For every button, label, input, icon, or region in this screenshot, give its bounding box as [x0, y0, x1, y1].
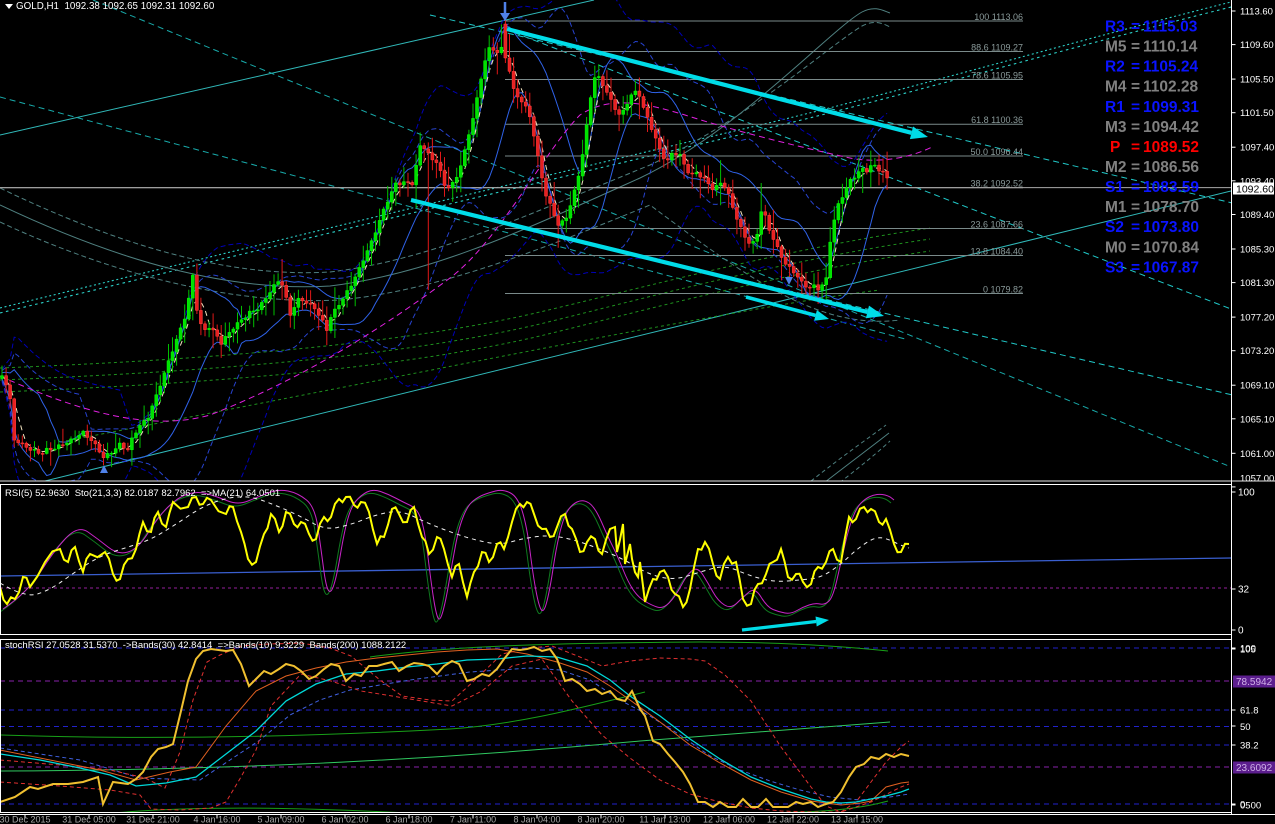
- svg-text:M5: M5: [1105, 39, 1127, 56]
- svg-text:1089.52: 1089.52: [1143, 139, 1199, 156]
- svg-text:8 Jan 20:00: 8 Jan 20:00: [577, 815, 624, 824]
- svg-text:38.2 1092.52: 38.2 1092.52: [970, 179, 1023, 189]
- svg-text:6 Jan 18:00: 6 Jan 18:00: [385, 815, 432, 824]
- svg-text:31 Dec 21:00: 31 Dec 21:00: [126, 815, 180, 824]
- svg-text:1099.31: 1099.31: [1143, 99, 1199, 116]
- svg-text:0500: 0500: [1240, 800, 1261, 811]
- svg-text:5 Jan 09:00: 5 Jan 09:00: [257, 815, 304, 824]
- svg-text:1073.80: 1073.80: [1143, 219, 1199, 236]
- svg-text:100: 100: [1238, 488, 1255, 499]
- svg-text:6 Jan 02:00: 6 Jan 02:00: [321, 815, 368, 824]
- svg-text:12 Jan 06:00: 12 Jan 06:00: [703, 815, 755, 824]
- svg-text:=: =: [1131, 179, 1140, 196]
- svg-text:78.5942: 78.5942: [1236, 677, 1273, 688]
- svg-text:23.6 1087.66: 23.6 1087.66: [970, 219, 1023, 229]
- svg-text:1061.00: 1061.00: [1240, 449, 1274, 460]
- svg-text:M3: M3: [1105, 119, 1127, 136]
- svg-text:=: =: [1131, 259, 1140, 276]
- svg-text:1092.60: 1092.60: [1236, 183, 1274, 195]
- svg-text:1083.59: 1083.59: [1143, 179, 1199, 196]
- svg-text:61.8: 61.8: [1240, 706, 1259, 717]
- svg-text:1085.30: 1085.30: [1240, 245, 1274, 256]
- svg-text:1086.56: 1086.56: [1143, 159, 1199, 176]
- svg-text:1089.40: 1089.40: [1240, 210, 1274, 221]
- svg-text:=: =: [1131, 219, 1140, 236]
- svg-text:30 Dec 2015: 30 Dec 2015: [0, 815, 51, 824]
- svg-text:38.2: 38.2: [1240, 741, 1259, 752]
- svg-text:R3: R3: [1105, 19, 1125, 36]
- svg-text:1073.20: 1073.20: [1240, 346, 1274, 357]
- svg-text:100 1113.06: 100 1113.06: [974, 12, 1023, 22]
- svg-text:S3: S3: [1105, 259, 1124, 276]
- svg-text:1110.14: 1110.14: [1143, 39, 1198, 56]
- svg-text:61.8 1100.36: 61.8 1100.36: [971, 115, 1023, 125]
- svg-text:S2: S2: [1105, 219, 1124, 236]
- svg-text:GOLD,H1 1092.38 1092.65 1092.: GOLD,H1 1092.38 1092.65 1092.31 1092.60: [16, 1, 215, 12]
- svg-text:13.8 1084.40: 13.8 1084.40: [970, 246, 1023, 256]
- svg-text:11 Jan 13:00: 11 Jan 13:00: [639, 815, 690, 824]
- svg-text:=: =: [1131, 139, 1140, 156]
- svg-text:1077.20: 1077.20: [1240, 313, 1274, 324]
- svg-text:1067.87: 1067.87: [1143, 259, 1199, 276]
- svg-text:1057.00: 1057.00: [1240, 474, 1274, 485]
- svg-text:0: 0: [1238, 626, 1244, 637]
- svg-text:1097.40: 1097.40: [1240, 143, 1274, 154]
- svg-text:1105.50: 1105.50: [1240, 75, 1274, 86]
- svg-text:7 Jan 11:00: 7 Jan 11:00: [450, 815, 496, 824]
- svg-text:1081.30: 1081.30: [1240, 278, 1274, 289]
- svg-text:0: 0: [1240, 800, 1245, 811]
- svg-text:1105.24: 1105.24: [1143, 59, 1199, 76]
- svg-text:1078.70: 1078.70: [1143, 199, 1199, 216]
- svg-text:8 Jan 04:00: 8 Jan 04:00: [513, 815, 560, 824]
- svg-text:1069.10: 1069.10: [1240, 381, 1274, 392]
- svg-text:M2: M2: [1105, 159, 1127, 176]
- svg-text:S1: S1: [1105, 179, 1124, 196]
- svg-text:=: =: [1131, 39, 1140, 56]
- svg-text:0 1079.82: 0 1079.82: [983, 284, 1023, 294]
- svg-text:=: =: [1131, 239, 1140, 256]
- svg-text:R1: R1: [1105, 99, 1125, 116]
- svg-text:P: P: [1110, 139, 1120, 156]
- svg-text:R2: R2: [1105, 59, 1125, 76]
- svg-text:M4: M4: [1105, 79, 1127, 96]
- svg-text:100: 100: [1240, 644, 1256, 655]
- svg-text:RSI(5) 52.9630 Sto(21,3,3) 82: RSI(5) 52.9630 Sto(21,3,3) 82.0187 82.79…: [5, 488, 280, 499]
- svg-text:1115.03: 1115.03: [1143, 19, 1198, 36]
- svg-text:1094.42: 1094.42: [1143, 119, 1199, 136]
- svg-text:50.0 1096.44: 50.0 1096.44: [970, 147, 1023, 157]
- svg-text:M0: M0: [1105, 239, 1127, 256]
- svg-text:=: =: [1131, 119, 1140, 136]
- svg-text:88.6 1109.27: 88.6 1109.27: [971, 42, 1023, 52]
- svg-text:1102.28: 1102.28: [1143, 79, 1199, 96]
- svg-text:=: =: [1131, 99, 1140, 116]
- svg-text:1101.50: 1101.50: [1240, 108, 1274, 119]
- svg-text:78.6 1105.95: 78.6 1105.95: [971, 70, 1023, 80]
- svg-text:=: =: [1131, 159, 1140, 176]
- svg-text:23.6092: 23.6092: [1236, 763, 1273, 774]
- svg-text:12 Jan 22:00: 12 Jan 22:00: [767, 815, 819, 824]
- svg-text:=: =: [1131, 79, 1140, 96]
- svg-text:4 Jan 16:00: 4 Jan 16:00: [193, 815, 240, 824]
- svg-text:stochRSI 27.0528 31.5370 ->Ba: stochRSI 27.0528 31.5370 ->Bands(30) 42.…: [5, 640, 406, 651]
- svg-text:1065.10: 1065.10: [1240, 414, 1274, 425]
- svg-text:32: 32: [1238, 585, 1250, 596]
- svg-text:=: =: [1131, 199, 1140, 216]
- svg-text:1113.60: 1113.60: [1240, 7, 1273, 18]
- svg-text:=: =: [1131, 19, 1140, 36]
- svg-text:M1: M1: [1105, 199, 1127, 216]
- svg-text:13 Jan 15:00: 13 Jan 15:00: [831, 815, 883, 824]
- svg-text:105: 105: [1240, 644, 1256, 655]
- svg-text:50: 50: [1240, 722, 1251, 733]
- svg-text:1070.84: 1070.84: [1143, 239, 1199, 256]
- svg-text:1093.40: 1093.40: [1240, 176, 1274, 187]
- svg-text:=: =: [1131, 59, 1140, 76]
- svg-text:31 Dec 05:00: 31 Dec 05:00: [62, 815, 116, 824]
- svg-text:1109.60: 1109.60: [1240, 40, 1274, 51]
